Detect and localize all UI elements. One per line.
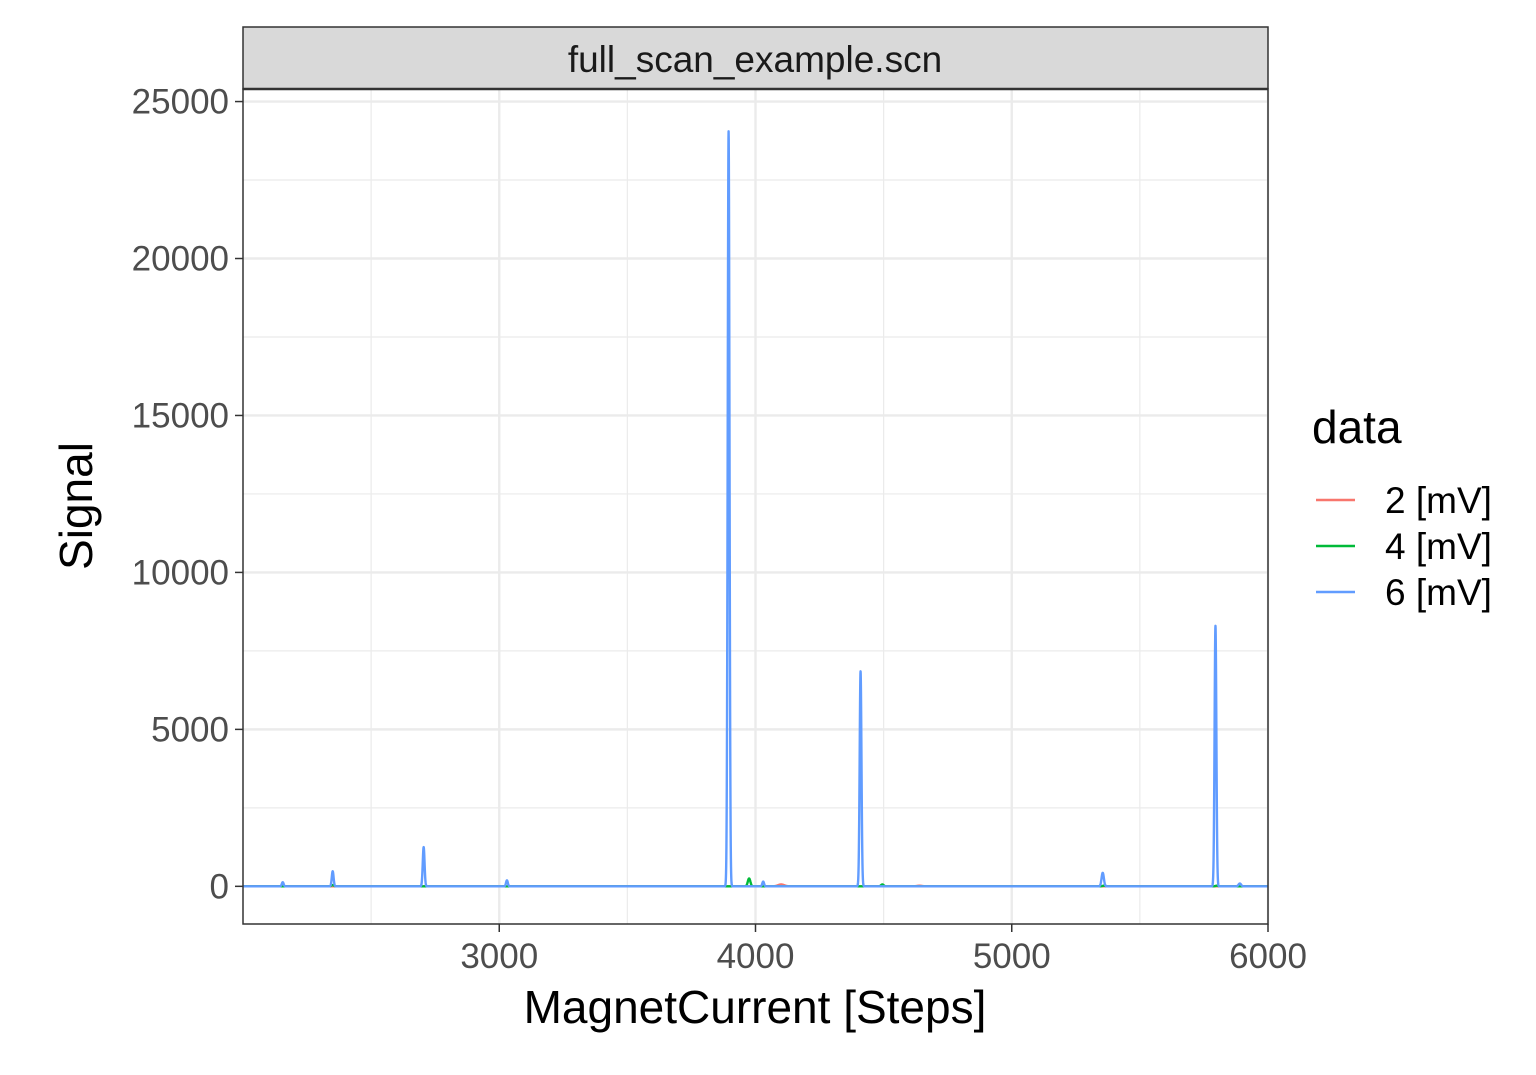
series-line-6-mv — [241, 130, 1270, 888]
y-tick-label: 15000 — [132, 396, 229, 435]
x-tick-label: 5000 — [973, 937, 1051, 976]
y-tick-label: 25000 — [132, 83, 229, 122]
legend-title: data — [1312, 401, 1402, 453]
x-tick-label: 4000 — [717, 937, 795, 976]
y-axis-ticks: 0 5000 10000 15000 20000 25000 — [132, 83, 243, 906]
legend-label: 6 [mV] — [1385, 572, 1492, 613]
x-tick-label: 6000 — [1229, 937, 1307, 976]
y-tick-label: 20000 — [132, 240, 229, 279]
y-tick-label: 10000 — [132, 553, 229, 592]
y-tick-label: 0 — [210, 867, 229, 906]
y-axis-title: Signal — [50, 442, 102, 570]
series-layer — [241, 130, 1270, 888]
legend-label: 4 [mV] — [1385, 526, 1492, 567]
y-tick-label: 5000 — [151, 710, 229, 749]
legend: 2 [mV] 4 [mV] 6 [mV] — [1316, 480, 1492, 613]
x-axis-ticks: 3000 4000 5000 6000 — [460, 924, 1307, 976]
facet-strip — [242, 26, 1269, 90]
major-gridlines — [243, 89, 1270, 924]
x-tick-label: 3000 — [460, 937, 538, 976]
x-axis-title: MagnetCurrent [Steps] — [524, 981, 987, 1033]
facet-title: full_scan_example.scn — [568, 39, 942, 80]
legend-label: 2 [mV] — [1385, 480, 1492, 521]
